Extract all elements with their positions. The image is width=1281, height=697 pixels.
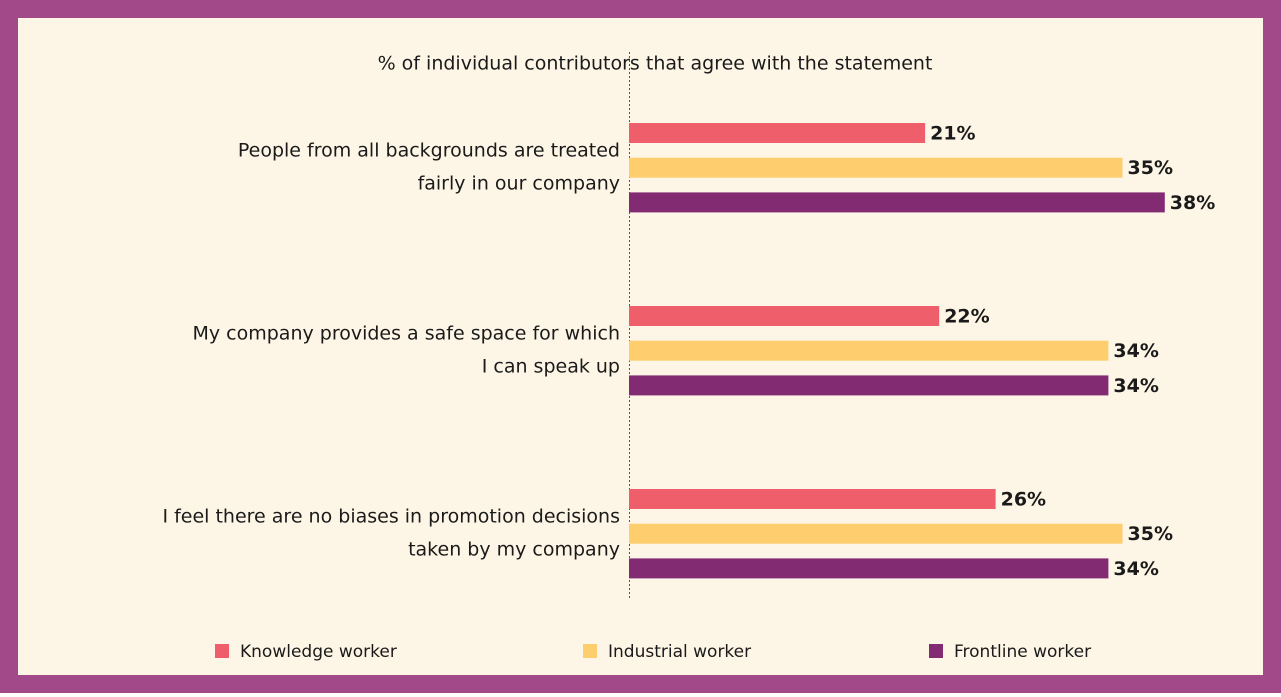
chart-title: % of individual contributors that agree … xyxy=(378,53,933,75)
value-label: 34% xyxy=(1113,375,1158,397)
legend-swatch xyxy=(215,644,229,658)
category-label: taken by my company xyxy=(408,539,620,561)
legend-swatch xyxy=(583,644,597,658)
bar xyxy=(629,157,1123,178)
legend-label: Industrial worker xyxy=(608,642,751,662)
category-label: I feel there are no biases in promotion … xyxy=(162,506,620,528)
category-label: My company provides a safe space for whi… xyxy=(192,323,620,345)
value-label: 38% xyxy=(1170,192,1215,214)
category-label: fairly in our company xyxy=(418,173,620,195)
bar xyxy=(629,375,1109,396)
value-label: 34% xyxy=(1113,558,1158,580)
value-label: 21% xyxy=(930,123,975,145)
bar xyxy=(629,558,1109,579)
value-label: 35% xyxy=(1128,523,1173,545)
legend-swatch xyxy=(929,644,943,658)
legend-label: Frontline worker xyxy=(954,642,1091,662)
bar xyxy=(629,489,996,509)
legend-label: Knowledge worker xyxy=(240,642,397,662)
bar xyxy=(629,340,1109,361)
value-label: 35% xyxy=(1128,157,1173,179)
category-label: I can speak up xyxy=(482,356,620,378)
value-label: 26% xyxy=(1001,489,1046,511)
bar xyxy=(629,192,1165,213)
value-label: 22% xyxy=(944,306,989,328)
value-label: 34% xyxy=(1113,340,1158,362)
bar xyxy=(629,523,1123,544)
category-label: People from all backgrounds are treated xyxy=(238,140,620,162)
bar xyxy=(629,306,940,326)
bar xyxy=(629,123,926,143)
